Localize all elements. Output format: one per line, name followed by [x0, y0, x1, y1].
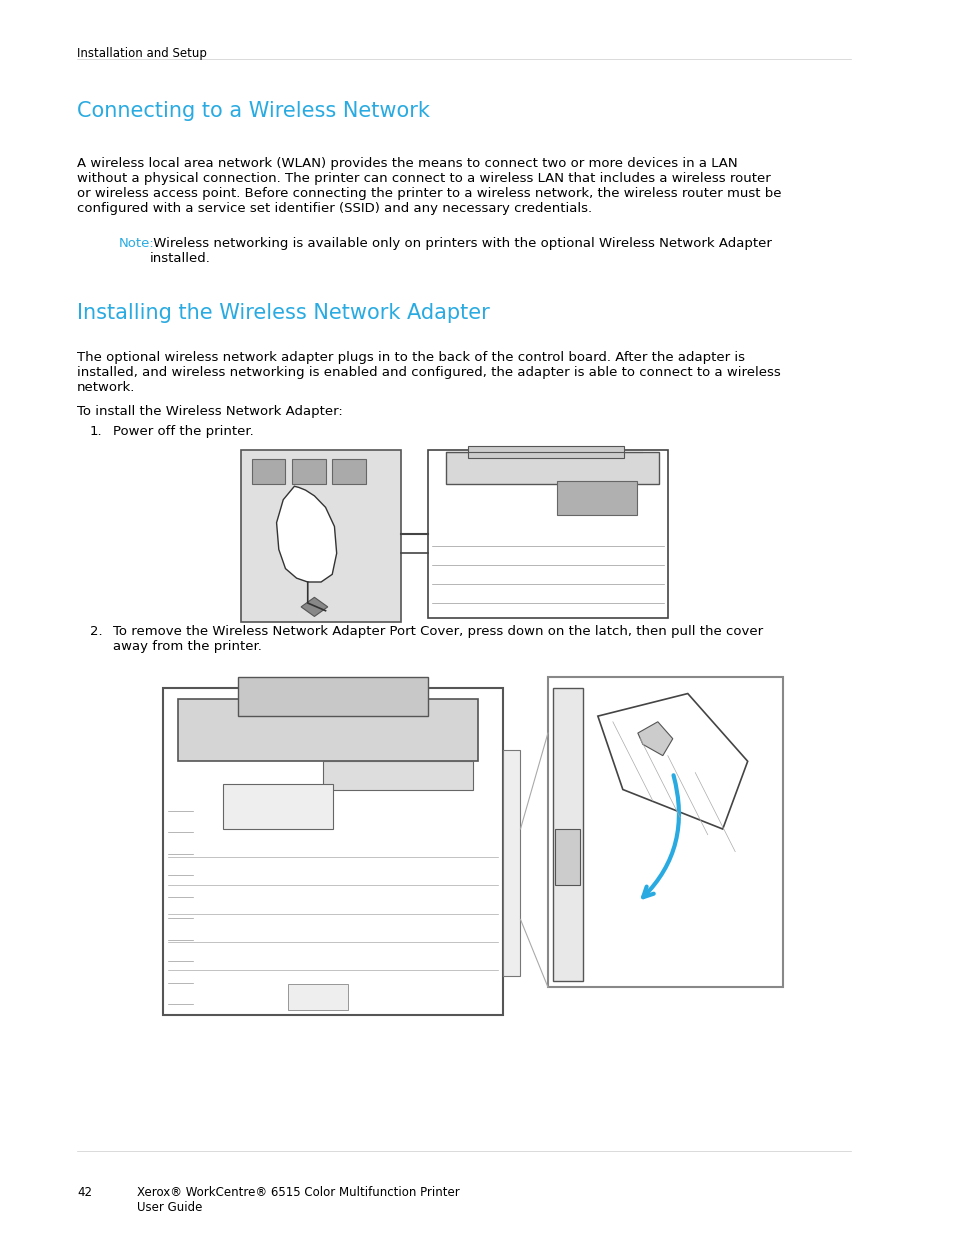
Text: Installation and Setup: Installation and Setup	[77, 47, 207, 61]
Text: 42: 42	[77, 1186, 91, 1199]
Text: Power off the printer.: Power off the printer.	[113, 425, 253, 438]
Text: 2.: 2.	[90, 625, 103, 638]
Text: Note:: Note:	[118, 237, 154, 251]
Text: To install the Wireless Network Adapter:: To install the Wireless Network Adapter:	[77, 405, 342, 419]
Text: Wireless networking is available only on printers with the optional Wireless Net: Wireless networking is available only on…	[150, 237, 771, 266]
Text: The optional wireless network adapter plugs in to the back of the control board.: The optional wireless network adapter pl…	[77, 351, 780, 394]
Text: To remove the Wireless Network Adapter Port Cover, press down on the latch, then: To remove the Wireless Network Adapter P…	[113, 625, 762, 653]
Text: Connecting to a Wireless Network: Connecting to a Wireless Network	[77, 101, 430, 121]
Text: Installing the Wireless Network Adapter: Installing the Wireless Network Adapter	[77, 303, 489, 322]
Text: 1.: 1.	[90, 425, 103, 438]
Text: A wireless local area network (WLAN) provides the means to connect two or more d: A wireless local area network (WLAN) pro…	[77, 157, 781, 215]
Text: Xerox® WorkCentre® 6515 Color Multifunction Printer
User Guide: Xerox® WorkCentre® 6515 Color Multifunct…	[137, 1186, 459, 1214]
